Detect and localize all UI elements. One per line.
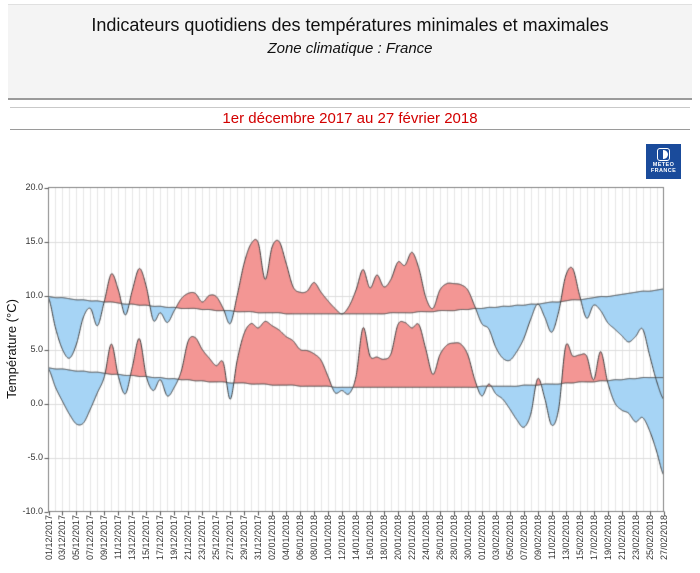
x-tick-label: 01/02/2018 bbox=[476, 515, 487, 561]
x-tick-label: 21/02/2018 bbox=[616, 515, 627, 561]
x-tick-label: 21/12/2017 bbox=[183, 515, 194, 561]
plot-canvas bbox=[0, 175, 700, 573]
x-tick-label: 15/02/2018 bbox=[574, 515, 585, 561]
x-tick-label: 24/01/2018 bbox=[420, 515, 431, 561]
y-tick-label: 0.0 bbox=[30, 398, 43, 408]
y-tick-label: -5.0 bbox=[27, 452, 43, 462]
x-tick-label: 12/01/2018 bbox=[337, 515, 348, 561]
period-label: 1er décembre 2017 au 27 février 2018 bbox=[222, 110, 478, 127]
x-tick-label: 09/02/2018 bbox=[532, 515, 543, 561]
y-tick-label: 10.0 bbox=[25, 290, 43, 300]
x-tick-label: 08/01/2018 bbox=[309, 515, 320, 561]
x-tick-label: 03/02/2018 bbox=[490, 515, 501, 561]
page-subtitle: Zone climatique : France bbox=[267, 40, 433, 57]
x-tick-label: 25/12/2017 bbox=[211, 515, 222, 561]
logo-text-line2: FRANCE bbox=[650, 168, 677, 174]
period-banner: 1er décembre 2017 au 27 février 2018 bbox=[10, 107, 690, 130]
x-tick-label: 05/02/2018 bbox=[504, 515, 515, 561]
x-tick-label: 19/12/2017 bbox=[169, 515, 180, 561]
y-tick-label: 20.0 bbox=[25, 182, 43, 192]
x-tick-label: 20/01/2018 bbox=[392, 515, 403, 561]
meteo-france-moon-icon bbox=[657, 148, 670, 161]
x-tick-label: 13/02/2018 bbox=[560, 515, 571, 561]
x-tick-label: 19/02/2018 bbox=[602, 515, 613, 561]
x-tick-label: 27/12/2017 bbox=[225, 515, 236, 561]
x-tick-label: 11/12/2017 bbox=[113, 515, 124, 560]
x-tick-label: 07/12/2017 bbox=[85, 515, 96, 561]
y-tick-label: 5.0 bbox=[30, 344, 43, 354]
x-tick-label: 04/01/2018 bbox=[281, 515, 292, 561]
x-tick-label: 07/02/2018 bbox=[518, 515, 529, 561]
x-tick-label: 05/12/2017 bbox=[71, 515, 82, 561]
x-tick-label: 14/01/2018 bbox=[351, 515, 361, 561]
x-tick-label: 02/01/2018 bbox=[267, 515, 278, 561]
x-tick-label: 22/01/2018 bbox=[406, 515, 417, 561]
x-tick-label: 15/12/2017 bbox=[141, 515, 152, 561]
y-tick-label: -10.0 bbox=[22, 506, 43, 516]
x-tick-label: 10/01/2018 bbox=[323, 515, 334, 561]
x-tick-label: 27/02/2018 bbox=[658, 515, 669, 561]
page-title: Indicateurs quotidiens des températures … bbox=[91, 15, 609, 35]
x-tick-label: 17/02/2018 bbox=[588, 515, 599, 561]
y-tick-label: 15.0 bbox=[25, 236, 43, 246]
x-tick-label: 18/01/2018 bbox=[378, 515, 389, 561]
logo-text-line1: METEO bbox=[652, 162, 675, 168]
x-tick-label: 25/02/2018 bbox=[644, 515, 655, 561]
x-tick-label: 29/12/2017 bbox=[239, 515, 250, 561]
x-tick-label: 06/01/2018 bbox=[295, 515, 306, 561]
x-tick-label: 28/01/2018 bbox=[448, 515, 459, 561]
x-tick-label: 13/12/2017 bbox=[127, 515, 138, 561]
x-tick-label: 23/02/2018 bbox=[630, 515, 641, 561]
x-tick-label: 26/01/2018 bbox=[434, 515, 445, 561]
x-tick-label: 30/01/2018 bbox=[462, 515, 473, 561]
x-tick-label: 17/12/2017 bbox=[155, 515, 166, 561]
x-tick-label: 23/12/2017 bbox=[197, 515, 208, 561]
x-tick-label: 09/12/2017 bbox=[99, 515, 110, 561]
temperature-chart: Température (°C) 20.0 15.0 10.0 5.0 0.0 -5.0-… bbox=[0, 175, 700, 573]
x-tick-label: 01/12/2017 bbox=[43, 515, 54, 561]
x-tick-label: 03/12/2017 bbox=[57, 515, 68, 561]
header-panel: Indicateurs quotidiens des températures … bbox=[8, 4, 692, 100]
x-tick-label: 31/12/2017 bbox=[253, 515, 264, 561]
x-tick-label: 11/02/2018 bbox=[546, 515, 557, 560]
x-tick-label: 16/01/2018 bbox=[364, 515, 375, 561]
meteo-france-logo: METEO FRANCE bbox=[646, 144, 681, 179]
